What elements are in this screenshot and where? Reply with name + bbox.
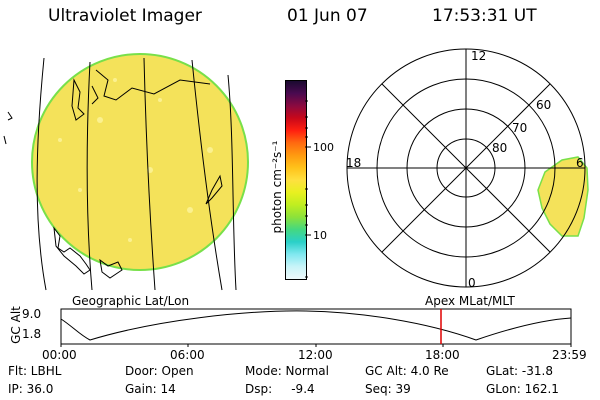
mlt-label-12: 12 [471, 49, 486, 63]
orbit-xtick-2359: 23:59 [552, 348, 587, 362]
status-glon: GLon: 162.1 [486, 382, 559, 396]
colorbar-ticks [305, 100, 311, 278]
orbit-xtick-1800: 18:00 [425, 348, 460, 362]
mlat-label-60: 60 [536, 98, 551, 112]
colorbar-label: photon cm⁻²s⁻¹ [270, 140, 284, 234]
status-mode: Mode: Normal [245, 364, 329, 378]
colorbar-tick-10: 10 [313, 229, 327, 242]
status-seq: Seq: 39 [365, 382, 411, 396]
orbit-frame [60, 308, 572, 345]
colorbar-gradient [286, 81, 306, 279]
globe-caption: Geographic Lat/Lon [72, 294, 190, 308]
orbit-xtick-0000: 00:00 [42, 348, 77, 362]
status-gc-alt: GC Alt: 4.0 Re [365, 364, 449, 378]
colorbar [285, 80, 307, 280]
globe-image [3, 53, 249, 291]
mlt-label-0: 0 [468, 276, 476, 290]
status-filter: Flt: LBHL [8, 364, 62, 378]
orbit-ytick-low: 1.8 [22, 327, 42, 341]
status-glat: GLat: -31.8 [486, 364, 553, 378]
orbit-ytick-high: 9.0 [22, 307, 42, 321]
status-dsp: Dsp: -9.4 [245, 382, 315, 396]
polar-grid [346, 48, 586, 288]
status-ip: IP: 36.0 [8, 382, 54, 396]
mlt-label-6: 6 [576, 156, 584, 170]
aurora-patch [537, 156, 589, 237]
mlat-label-80: 80 [492, 141, 507, 155]
instrument-title: Ultraviolet Imager [48, 6, 202, 26]
observation-date: 01 Jun 07 [287, 6, 368, 26]
orbit-ylabel: GC Alt [9, 306, 23, 344]
status-gain: Gain: 14 [125, 382, 176, 396]
orbit-plot [60, 308, 572, 347]
mlat-label-70: 70 [512, 121, 527, 135]
orbit-xtick-0600: 06:00 [170, 348, 205, 362]
earth-disc [31, 53, 249, 271]
orbit-altitude-curve [60, 310, 572, 341]
observation-time: 17:53:31 UT [432, 6, 537, 26]
polar-plot: 12 18 6 0 60 70 80 [346, 48, 589, 290]
polar-caption: Apex MLat/MLT [425, 294, 515, 308]
graticule-lines [36, 57, 237, 291]
status-door: Door: Open [125, 364, 194, 378]
mlt-label-18: 18 [346, 156, 361, 170]
orbit-xtick-1200: 12:00 [298, 348, 333, 362]
coastlines [3, 69, 223, 279]
colorbar-tick-100: 100 [313, 141, 334, 154]
